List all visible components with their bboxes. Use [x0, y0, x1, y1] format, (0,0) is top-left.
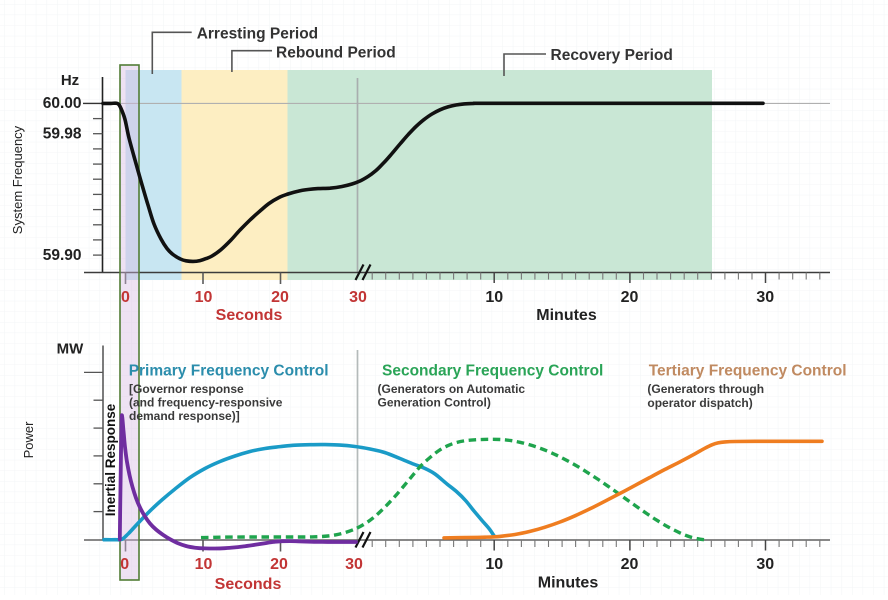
svg-text:(and frequency-responsive: (and frequency-responsive	[129, 396, 283, 410]
svg-text:20: 20	[621, 556, 639, 573]
svg-text:Power: Power	[21, 421, 36, 459]
svg-text:(Generators through: (Generators through	[647, 382, 764, 396]
svg-text:60.00: 60.00	[43, 95, 82, 112]
svg-text:10: 10	[485, 556, 503, 573]
svg-text:30: 30	[349, 289, 367, 306]
svg-text:Tertiary Frequency Control: Tertiary Frequency Control	[649, 363, 847, 380]
svg-text:10: 10	[195, 289, 213, 306]
svg-text:30: 30	[756, 289, 774, 306]
svg-text:Arresting Period: Arresting Period	[197, 26, 318, 43]
svg-text:[Governor response: [Governor response	[129, 382, 244, 396]
svg-text:MW: MW	[57, 341, 84, 358]
svg-text:Minutes: Minutes	[538, 575, 599, 592]
svg-text:20: 20	[271, 289, 289, 306]
svg-text:0: 0	[121, 289, 130, 306]
svg-text:20: 20	[621, 289, 639, 306]
svg-text:demand response)]: demand response)]	[129, 409, 240, 423]
svg-text:Recovery Period: Recovery Period	[551, 47, 673, 64]
svg-text:20: 20	[270, 556, 288, 573]
svg-text:59.90: 59.90	[43, 247, 82, 264]
svg-text:10: 10	[195, 556, 213, 573]
svg-text:Primary Frequency Control: Primary Frequency Control	[129, 363, 329, 380]
svg-text:System Frequency: System Frequency	[10, 125, 25, 234]
svg-text:Inertial Response: Inertial Response	[103, 403, 118, 516]
svg-text:59.98: 59.98	[43, 125, 82, 142]
svg-text:Secondary Frequency Control: Secondary Frequency Control	[382, 363, 603, 380]
svg-text:operator dispatch): operator dispatch)	[647, 396, 752, 410]
svg-text:Minutes: Minutes	[536, 307, 597, 324]
svg-text:Rebound Period: Rebound Period	[276, 45, 396, 62]
svg-text:10: 10	[485, 289, 503, 306]
svg-text:(Generators on Automatic: (Generators on Automatic	[378, 382, 526, 396]
svg-text:Seconds: Seconds	[216, 307, 283, 324]
svg-text:30: 30	[345, 556, 363, 573]
svg-text:Hz: Hz	[61, 72, 79, 89]
svg-text:30: 30	[756, 556, 774, 573]
svg-text:0: 0	[120, 556, 129, 573]
svg-text:Seconds: Seconds	[215, 576, 282, 593]
svg-text:Generation Control): Generation Control)	[378, 396, 491, 410]
